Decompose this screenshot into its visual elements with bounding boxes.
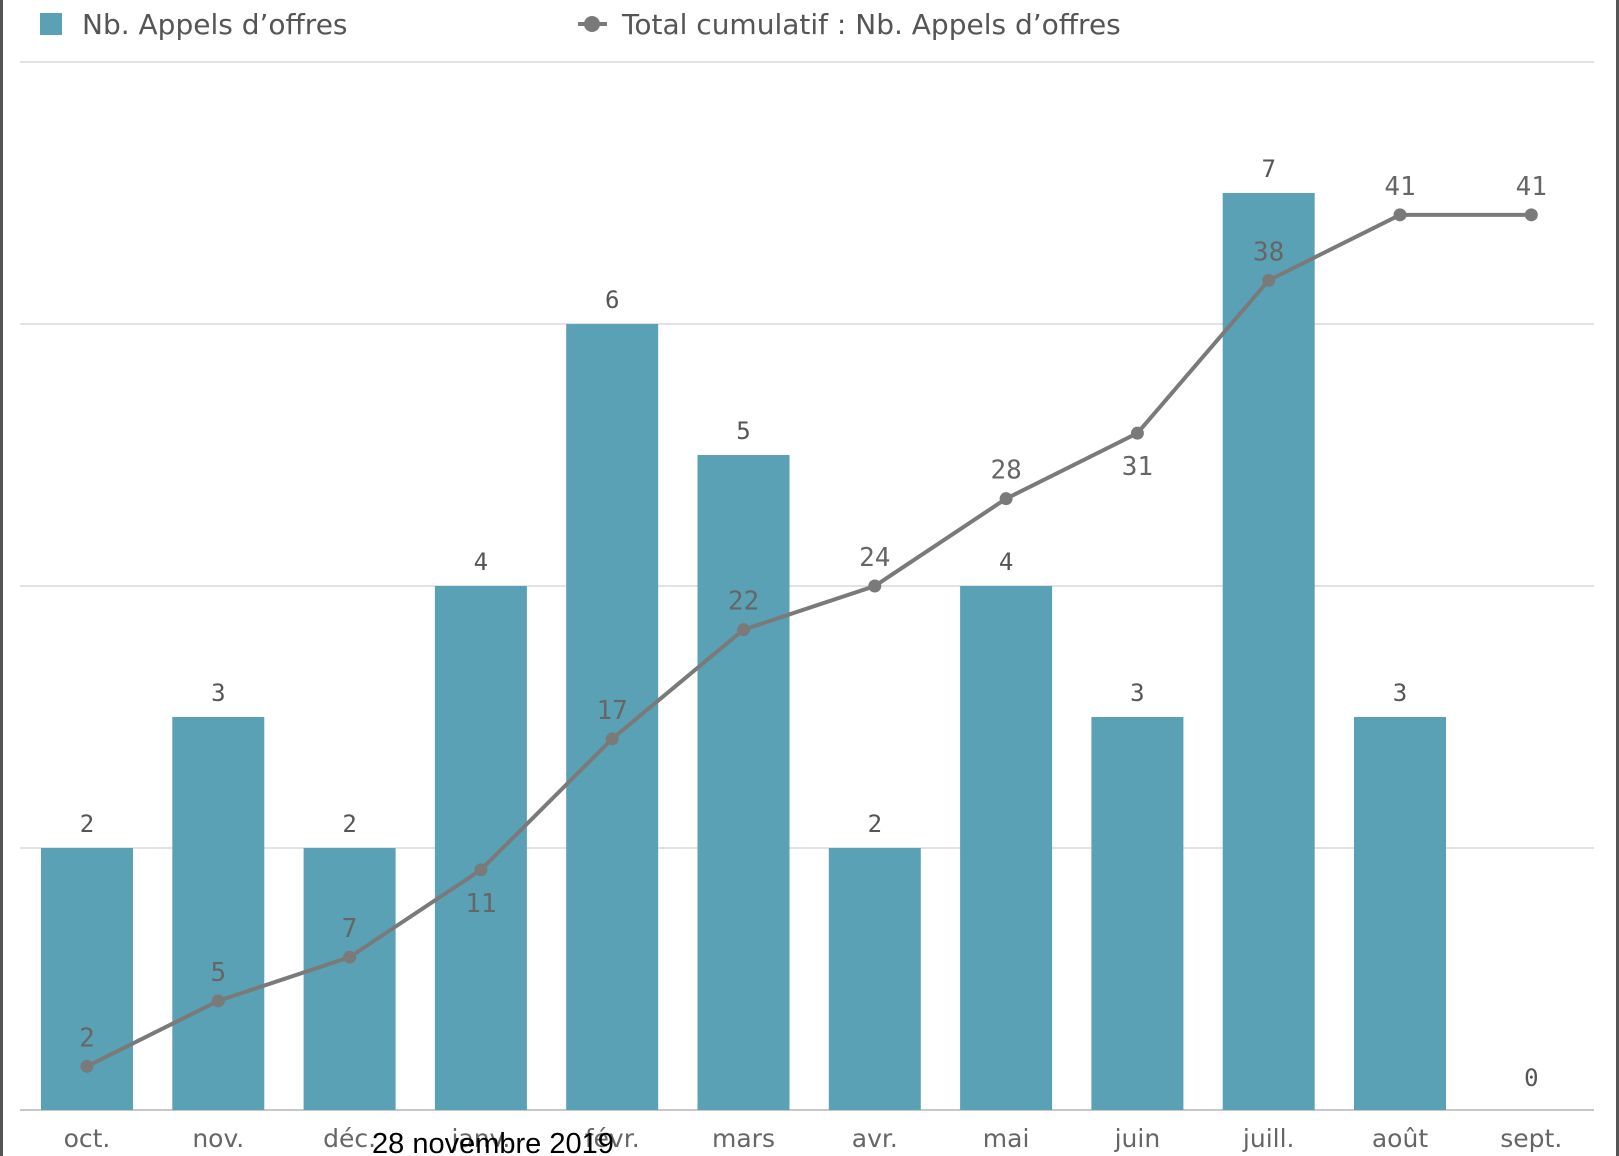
cumulative-point	[737, 623, 750, 637]
bar-value-label: 2	[80, 810, 94, 838]
cumulative-point	[999, 492, 1013, 506]
cumulative-value-label: 2	[79, 1023, 95, 1053]
x-tick-label: oct.	[64, 1124, 111, 1153]
cumulative-line-path	[86, 212, 1532, 1069]
cumulative-point	[80, 1059, 94, 1073]
bar	[303, 848, 396, 1110]
cumulative-point	[1262, 273, 1276, 287]
bar-value-label: 3	[1393, 679, 1407, 707]
bar-value-label: 0	[1524, 1064, 1538, 1092]
legend-bar-swatch	[40, 13, 62, 35]
cumulative-point	[868, 579, 882, 593]
x-tick-label: févr.	[585, 1124, 640, 1153]
frame-border-right	[1616, 0, 1619, 1156]
cumulative-value-label: 41	[1384, 172, 1415, 202]
x-tick-label: mars	[712, 1124, 775, 1153]
cumulative-point	[211, 994, 225, 1008]
legend-line-label: Total cumulatif : Nb. Appels d’offres	[621, 8, 1121, 41]
x-tick-label: nov.	[192, 1124, 244, 1153]
bar	[566, 324, 659, 1110]
cumulative-value-label: 11	[465, 889, 496, 919]
cumulative-point	[1393, 208, 1407, 222]
x-tick-label: janv.	[450, 1124, 510, 1153]
bar-value-label: 2	[868, 810, 882, 838]
bar	[697, 455, 790, 1110]
cumulative-line	[80, 208, 1538, 1073]
x-axis-tick-labels: oct. nov. déc. janv. févr. mars avr. mai juin jui…	[64, 1124, 1563, 1153]
x-tick-label: déc.	[323, 1124, 376, 1153]
bars	[41, 193, 1446, 1110]
legend: Nb. Appels d’offres Total cumulatif : Nb…	[40, 8, 1121, 41]
bar	[172, 717, 265, 1110]
frame-border-left	[0, 0, 3, 1156]
cumulative-value-label: 41	[1516, 172, 1547, 202]
cumulative-point	[1524, 208, 1538, 222]
x-tick-label: avr.	[852, 1124, 898, 1153]
x-tick-label: août	[1372, 1124, 1428, 1153]
cumulative-value-label: 31	[1122, 452, 1153, 482]
bar-value-label: 3	[211, 679, 225, 707]
cumulative-value-label: 24	[859, 543, 890, 573]
bar-value-label: 7	[1261, 155, 1275, 183]
cumulative-value-label: 5	[210, 958, 226, 988]
bar	[1222, 193, 1315, 1110]
bar-value-label: 4	[474, 548, 488, 576]
cumulative-point	[1130, 426, 1144, 440]
cumulative-value-label: 22	[728, 587, 759, 617]
x-tick-label: sept.	[1500, 1124, 1562, 1153]
x-tick-label: juin	[1114, 1124, 1161, 1153]
cumulative-value-label: 28	[990, 456, 1021, 486]
bar-value-label: 3	[1130, 679, 1144, 707]
cumulative-value-label: 17	[597, 696, 628, 726]
bar	[1091, 717, 1184, 1110]
bar	[1354, 717, 1446, 1110]
cumulative-value-label: 7	[342, 914, 358, 944]
bar-value-label: 5	[736, 417, 750, 445]
footer-date: 28 novembre 2019	[372, 1128, 614, 1156]
x-tick-label: juill.	[1242, 1124, 1295, 1153]
cumulative-point	[343, 950, 357, 964]
cumulative-point	[474, 863, 488, 877]
bar	[434, 586, 527, 1110]
bar-value-label: 2	[342, 810, 356, 838]
bar	[960, 586, 1053, 1110]
x-tick-label: mai	[983, 1124, 1030, 1153]
gridlines	[20, 61, 1594, 1111]
bar-value-label: 4	[999, 548, 1013, 576]
legend-bar-label: Nb. Appels d’offres	[82, 8, 348, 41]
bar-value-label: 6	[605, 286, 619, 314]
cumulative-point	[605, 732, 619, 746]
cumulative-value-label: 38	[1253, 237, 1284, 267]
bar	[828, 848, 921, 1110]
legend-line-marker	[584, 16, 600, 32]
